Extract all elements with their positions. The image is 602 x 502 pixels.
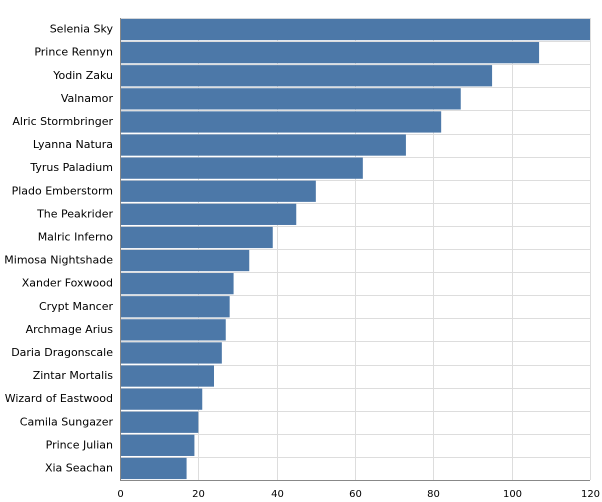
y-tick-label: Malric Inferno [38,230,114,243]
y-tick-label: Archmage Arius [26,323,114,336]
y-tick-label: Tyrus Paladium [29,161,113,174]
bar [120,65,493,87]
x-tick-label: 0 [117,489,123,500]
y-tick-label: Selenia Sky [50,23,114,36]
bar [120,134,406,156]
y-tick-label: The Peakrider [36,207,113,220]
y-tick-label: Camila Sungazer [20,415,114,428]
bar [120,88,461,110]
bar [120,18,590,41]
bar [120,457,187,480]
bar [120,365,214,387]
y-tick-label: Lyanna Natura [33,138,113,151]
y-tick-label: Daria Dragonscale [11,346,113,359]
x-tick-label: 20 [192,489,205,500]
bar [120,226,273,249]
y-tick-label: Mimosa Nightshade [4,254,113,267]
y-tick-label: Crypt Mancer [39,300,114,313]
x-axis: 0 20 40 60 80 100 120 [117,480,600,500]
y-axis: Selenia Sky Prince Rennyn Yodin Zaku Valnam… [4,18,121,480]
y-tick-label: Prince Julian [46,438,113,451]
y-tick-label: Wizard of Eastwood [5,392,113,405]
bar [120,296,230,318]
bar [120,434,195,456]
bar [120,180,316,202]
bar [120,342,222,364]
x-tick-label: 40 [271,489,284,500]
grid-lines [120,18,591,481]
bar [120,411,199,433]
y-tick-label: Prince Rennyn [34,46,113,59]
bar [120,111,442,133]
bar [120,249,250,272]
y-tick-label: Xia Seachan [45,461,113,474]
x-tick-label: 80 [427,489,440,500]
bar [120,319,226,341]
bar [120,388,203,410]
y-tick-label: Zintar Mortalis [33,369,114,382]
bars [120,18,590,480]
x-tick-label: 120 [581,489,600,500]
y-tick-label: Valnamor [61,92,114,105]
y-tick-label: Alric Stormbringer [12,115,113,128]
y-tick-label: Xander Foxwood [22,277,113,290]
bar [120,157,363,179]
x-tick-label: 100 [503,489,522,500]
x-tick-label: 60 [349,489,362,500]
bar [120,203,297,225]
bar [120,273,234,295]
y-tick-label: Plado Emberstorm [12,184,113,197]
bar [120,42,540,64]
y-tick-label: Yodin Zaku [52,69,113,82]
